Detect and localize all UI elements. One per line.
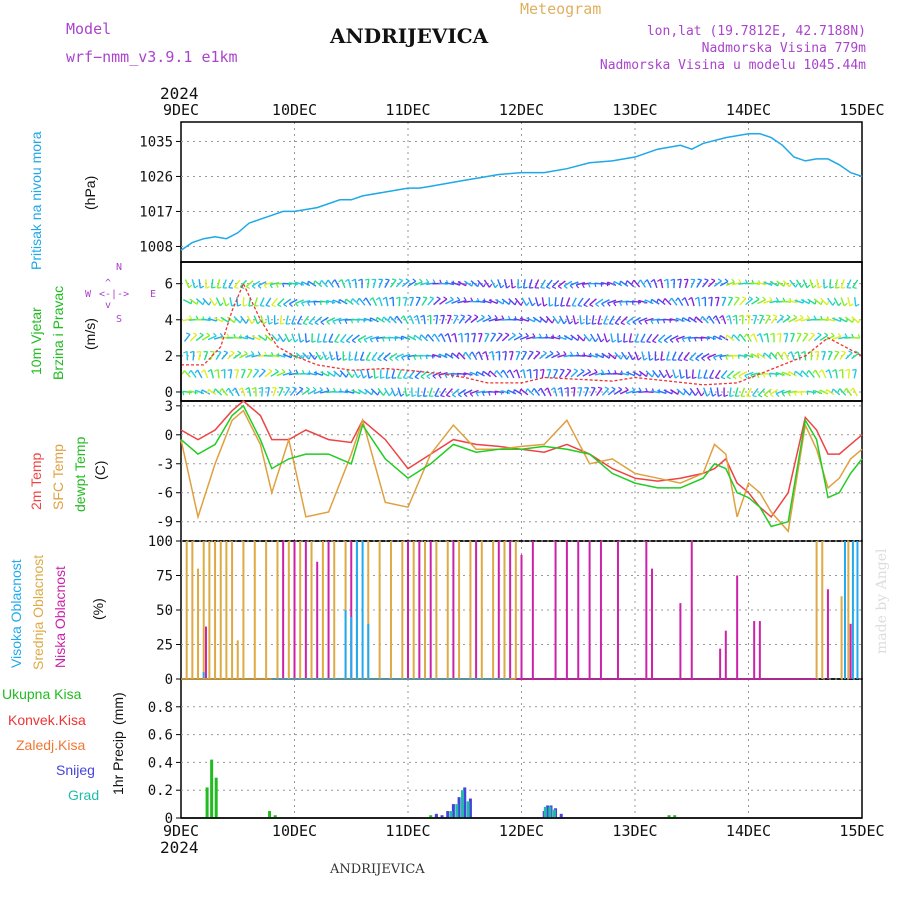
x-tick-top: 11DEC (385, 101, 430, 119)
precip-grad-bar (543, 806, 547, 818)
precip-legend-freeze: Zaledj.Kisa (16, 737, 86, 753)
y-tick-label: 0 (165, 672, 173, 688)
precip-total-bar (673, 815, 677, 818)
wind-barbs (181, 278, 861, 398)
year-top: 2024 (160, 84, 199, 103)
y-tick-label: 0.8 (148, 700, 173, 716)
dewpt-line (180, 404, 863, 528)
x-tick-bottom: 12DEC (499, 822, 544, 840)
precip-snow-bar (546, 805, 550, 818)
x-tick-top: 14DEC (726, 101, 771, 119)
pressure-line (180, 132, 863, 251)
precip-snow-bar (457, 797, 461, 818)
x-tick-bottom: 9DEC (163, 822, 199, 840)
y-tick-label: 50 (156, 603, 173, 619)
y-tick-label: 0 (165, 428, 173, 444)
wind-speed-line (181, 282, 863, 386)
y-tick-label: 0.2 (148, 783, 173, 799)
y-tick-label: 2 (165, 349, 173, 365)
y-tick-label: 0.4 (148, 755, 173, 771)
precip-total-bar (205, 787, 209, 818)
elevation-line: Nadmorska Visina 779m (701, 41, 866, 56)
x-tick-bottom: 15DEC (839, 822, 884, 840)
model-name: wrf−nmm_v3.9.1 e1km (66, 48, 238, 66)
y-tick-label: -6 (156, 486, 173, 502)
precip-total-bar (429, 815, 433, 818)
precip-snow-bar (446, 811, 450, 818)
wind-frame (180, 261, 863, 402)
panel-frame-4 (180, 678, 863, 819)
x-tick-top: 15DEC (839, 101, 884, 119)
precip-legend-snow: Snijeg (56, 762, 95, 778)
model-elevation-line: Nadmorska Visina u modelu 1045.44m (599, 58, 866, 73)
precip-snow-bar (559, 813, 563, 818)
y-tick-label: 100 (148, 534, 173, 550)
precip-grad-bar (455, 804, 459, 818)
y-tick-label: -3 (156, 457, 173, 473)
y-tick-label: 75 (156, 569, 173, 585)
precip-snow-bar (434, 813, 438, 818)
precip-grad-bar (460, 790, 464, 818)
x-tick-top: 12DEC (499, 101, 544, 119)
precip-total-bar (210, 759, 214, 818)
location-line: lon,lat (19.7812E, 42.7188N) (646, 24, 866, 39)
precip-total-bar (214, 777, 218, 818)
y-tick-label: -9 (156, 515, 173, 531)
x-tick-top: 13DEC (612, 101, 657, 119)
y-tick-label: 1035 (139, 134, 173, 150)
precip-snow-bar (440, 815, 444, 818)
y-tick-label: 0 (165, 811, 173, 827)
y-tick-label: 3 (165, 399, 173, 415)
precip-legend-conv: Konvek.Kisa (8, 712, 86, 728)
precip-grad-bar (466, 801, 470, 818)
compass-arrows: ^ <-|-> v (99, 278, 130, 311)
precip-grad-bar (449, 811, 453, 818)
precip-grad-bar (552, 809, 556, 818)
precip-grad-bar (548, 806, 552, 818)
compass-n: N (116, 262, 123, 273)
compass-s: S (116, 314, 123, 325)
year-bottom: 2024 (160, 838, 199, 857)
y-tick-label: 0 (165, 385, 173, 401)
precip-total-bar (667, 815, 671, 818)
footer-title: ANDRIJEVICA (330, 862, 425, 877)
y-tick-label: 0.6 (148, 728, 173, 744)
y-tick-label: 1026 (139, 169, 173, 185)
compass-w: W (85, 289, 92, 300)
sfc-temp-line (180, 409, 863, 533)
station-title: ANDRIJEVICA (330, 24, 489, 48)
x-tick-bottom: 11DEC (385, 822, 430, 840)
x-tick-bottom: 10DEC (272, 822, 317, 840)
precip-legend-grad: Grad (68, 787, 100, 803)
precip-snow-bar (468, 798, 472, 818)
y-tick-label: 4 (165, 313, 173, 329)
y-tick-label: 1017 (139, 204, 173, 220)
x-tick-top: 10DEC (272, 101, 317, 119)
precip-snow-bar (463, 787, 467, 818)
panel-frame-0 (180, 121, 863, 263)
precip-total-bar (273, 815, 277, 818)
precip-legend-total: Ukupna Kisa (2, 686, 82, 702)
meteogram-label: Meteogram (520, 0, 602, 18)
panel-frame-2 (180, 400, 863, 542)
x-tick-bottom: 13DEC (612, 822, 657, 840)
model-label: Model (66, 20, 112, 38)
precip-total-bar (268, 811, 272, 818)
precip-snow-bar (451, 804, 455, 818)
y-tick-label: 1008 (139, 239, 173, 255)
x-tick-bottom: 14DEC (726, 822, 771, 840)
y-tick-label: 25 (156, 638, 173, 654)
x-tick-top: 9DEC (163, 101, 199, 119)
compass-e: E (150, 289, 157, 300)
y-tick-label: 6 (165, 277, 173, 293)
